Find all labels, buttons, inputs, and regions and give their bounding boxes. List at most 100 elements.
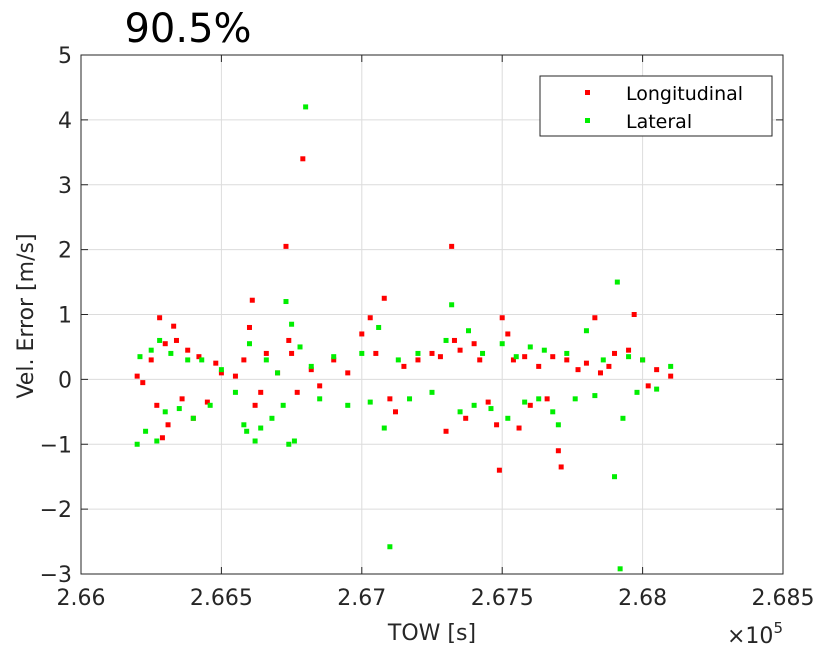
data-point-lateral: [505, 415, 511, 421]
data-point-longitudinal: [367, 315, 373, 321]
series-layer: [134, 104, 674, 572]
data-point-lateral: [499, 341, 505, 347]
data-point-longitudinal: [645, 383, 651, 389]
data-point-longitudinal: [510, 357, 516, 363]
data-point-longitudinal: [387, 396, 393, 402]
data-point-longitudinal: [148, 357, 154, 363]
data-point-longitudinal: [544, 396, 550, 402]
data-point-longitudinal: [527, 402, 533, 408]
data-point-lateral: [654, 386, 660, 392]
data-point-longitudinal: [463, 415, 469, 421]
data-point-lateral: [185, 357, 191, 363]
data-point-lateral: [555, 422, 561, 428]
data-point-longitudinal: [258, 389, 264, 395]
series-lateral: [134, 104, 674, 572]
data-point-longitudinal: [583, 360, 589, 366]
data-point-lateral: [263, 357, 269, 363]
data-point-longitudinal: [496, 467, 502, 473]
data-point-longitudinal: [381, 295, 387, 301]
data-point-lateral: [157, 337, 163, 343]
data-point-longitudinal: [300, 156, 306, 162]
data-point-longitudinal: [359, 331, 365, 337]
data-point-longitudinal: [159, 435, 165, 441]
data-point-lateral: [471, 402, 477, 408]
data-point-longitudinal: [536, 363, 542, 369]
data-point-lateral: [617, 566, 623, 572]
data-point-lateral: [258, 425, 264, 431]
data-point-lateral: [536, 396, 542, 402]
data-point-lateral: [246, 341, 252, 347]
data-point-longitudinal: [204, 399, 210, 405]
data-point-longitudinal: [283, 243, 289, 249]
data-point-lateral: [297, 344, 303, 350]
y-tick-label: 4: [58, 109, 72, 134]
data-point-lateral: [252, 438, 258, 444]
data-point-longitudinal: [499, 315, 505, 321]
data-point-lateral: [280, 402, 286, 408]
y-tick-label: −2: [40, 498, 72, 523]
data-point-lateral: [286, 441, 292, 447]
data-point-longitudinal: [494, 422, 500, 428]
data-point-longitudinal: [196, 354, 202, 360]
data-point-longitudinal: [179, 396, 185, 402]
data-point-longitudinal: [429, 350, 435, 356]
data-point-lateral: [359, 350, 365, 356]
data-point-longitudinal: [477, 357, 483, 363]
y-tick-label: −3: [40, 563, 72, 588]
data-point-longitudinal: [612, 350, 618, 356]
data-point-lateral: [303, 104, 309, 110]
legend-marker-lateral: [585, 118, 590, 123]
data-point-lateral: [620, 415, 626, 421]
data-point-lateral: [583, 328, 589, 334]
data-point-lateral: [634, 389, 640, 395]
data-point-lateral: [176, 406, 182, 412]
data-point-longitudinal: [294, 389, 300, 395]
data-point-longitudinal: [451, 337, 457, 343]
data-point-longitudinal: [437, 354, 443, 360]
data-point-lateral: [345, 402, 351, 408]
data-point-lateral: [232, 389, 238, 395]
data-point-longitudinal: [345, 370, 351, 376]
data-point-longitudinal: [308, 367, 314, 373]
x-tick-label: 2.665: [190, 586, 253, 611]
data-point-lateral: [513, 354, 519, 360]
data-point-lateral: [148, 347, 154, 353]
series-longitudinal: [134, 156, 674, 473]
x-tick-label: 2.66: [57, 586, 106, 611]
data-point-lateral: [154, 438, 160, 444]
data-point-lateral: [449, 302, 455, 308]
axis-ticks: 2.66 2.665 2.67 2.675 2.68 2.685 −3 −2 −1 0 1 2 3 4 5: [40, 44, 815, 611]
data-point-lateral: [283, 299, 289, 305]
data-point-lateral: [376, 324, 382, 330]
data-point-longitudinal: [286, 337, 292, 343]
x-tick-label: 2.675: [471, 586, 534, 611]
y-tick-label: 3: [58, 174, 72, 199]
data-point-longitudinal: [157, 315, 163, 321]
data-point-longitudinal: [606, 363, 612, 369]
x-tick-label: 2.685: [752, 586, 815, 611]
data-point-lateral: [381, 425, 387, 431]
x-tick-label: 2.67: [337, 586, 386, 611]
data-point-lateral: [527, 344, 533, 350]
data-point-lateral: [317, 396, 323, 402]
data-point-longitudinal: [471, 341, 477, 347]
y-tick-label: 2: [58, 239, 72, 264]
data-point-lateral: [331, 354, 337, 360]
data-point-lateral: [668, 363, 674, 369]
data-point-lateral: [640, 357, 646, 363]
data-point-longitudinal: [550, 354, 556, 360]
data-point-longitudinal: [218, 370, 224, 376]
data-point-longitudinal: [575, 367, 581, 373]
data-point-lateral: [241, 422, 247, 428]
data-point-lateral: [134, 441, 140, 447]
data-point-longitudinal: [457, 347, 463, 353]
data-point-lateral: [275, 370, 281, 376]
data-point-longitudinal: [555, 448, 561, 454]
legend: Longitudinal Lateral: [539, 75, 773, 137]
data-point-lateral: [415, 350, 421, 356]
data-point-lateral: [291, 438, 297, 444]
data-point-longitudinal: [249, 297, 255, 303]
data-point-lateral: [626, 354, 632, 360]
data-point-lateral: [466, 328, 472, 334]
chart-title: 90.5%: [124, 6, 251, 52]
